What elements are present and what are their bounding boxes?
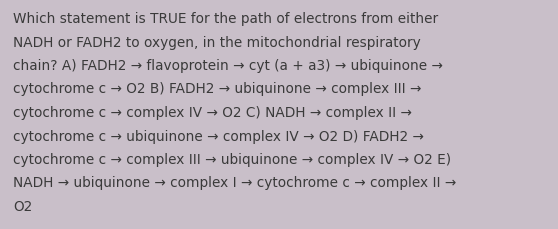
Text: chain? A) FADH2 → flavoprotein → cyt (a + a3) → ubiquinone →: chain? A) FADH2 → flavoprotein → cyt (a … <box>13 59 443 73</box>
Text: cytochrome c → O2 B) FADH2 → ubiquinone → complex III →: cytochrome c → O2 B) FADH2 → ubiquinone … <box>13 82 421 96</box>
Text: NADH or FADH2 to oxygen, in the mitochondrial respiratory: NADH or FADH2 to oxygen, in the mitochon… <box>13 35 421 49</box>
Text: cytochrome c → complex IV → O2 C) NADH → complex II →: cytochrome c → complex IV → O2 C) NADH →… <box>13 106 412 120</box>
Text: NADH → ubiquinone → complex I → cytochrome c → complex II →: NADH → ubiquinone → complex I → cytochro… <box>13 176 456 190</box>
Text: O2: O2 <box>13 199 32 213</box>
Text: cytochrome c → complex III → ubiquinone → complex IV → O2 E): cytochrome c → complex III → ubiquinone … <box>13 152 451 166</box>
Text: cytochrome c → ubiquinone → complex IV → O2 D) FADH2 →: cytochrome c → ubiquinone → complex IV →… <box>13 129 424 143</box>
Text: Which statement is TRUE for the path of electrons from either: Which statement is TRUE for the path of … <box>13 12 438 26</box>
